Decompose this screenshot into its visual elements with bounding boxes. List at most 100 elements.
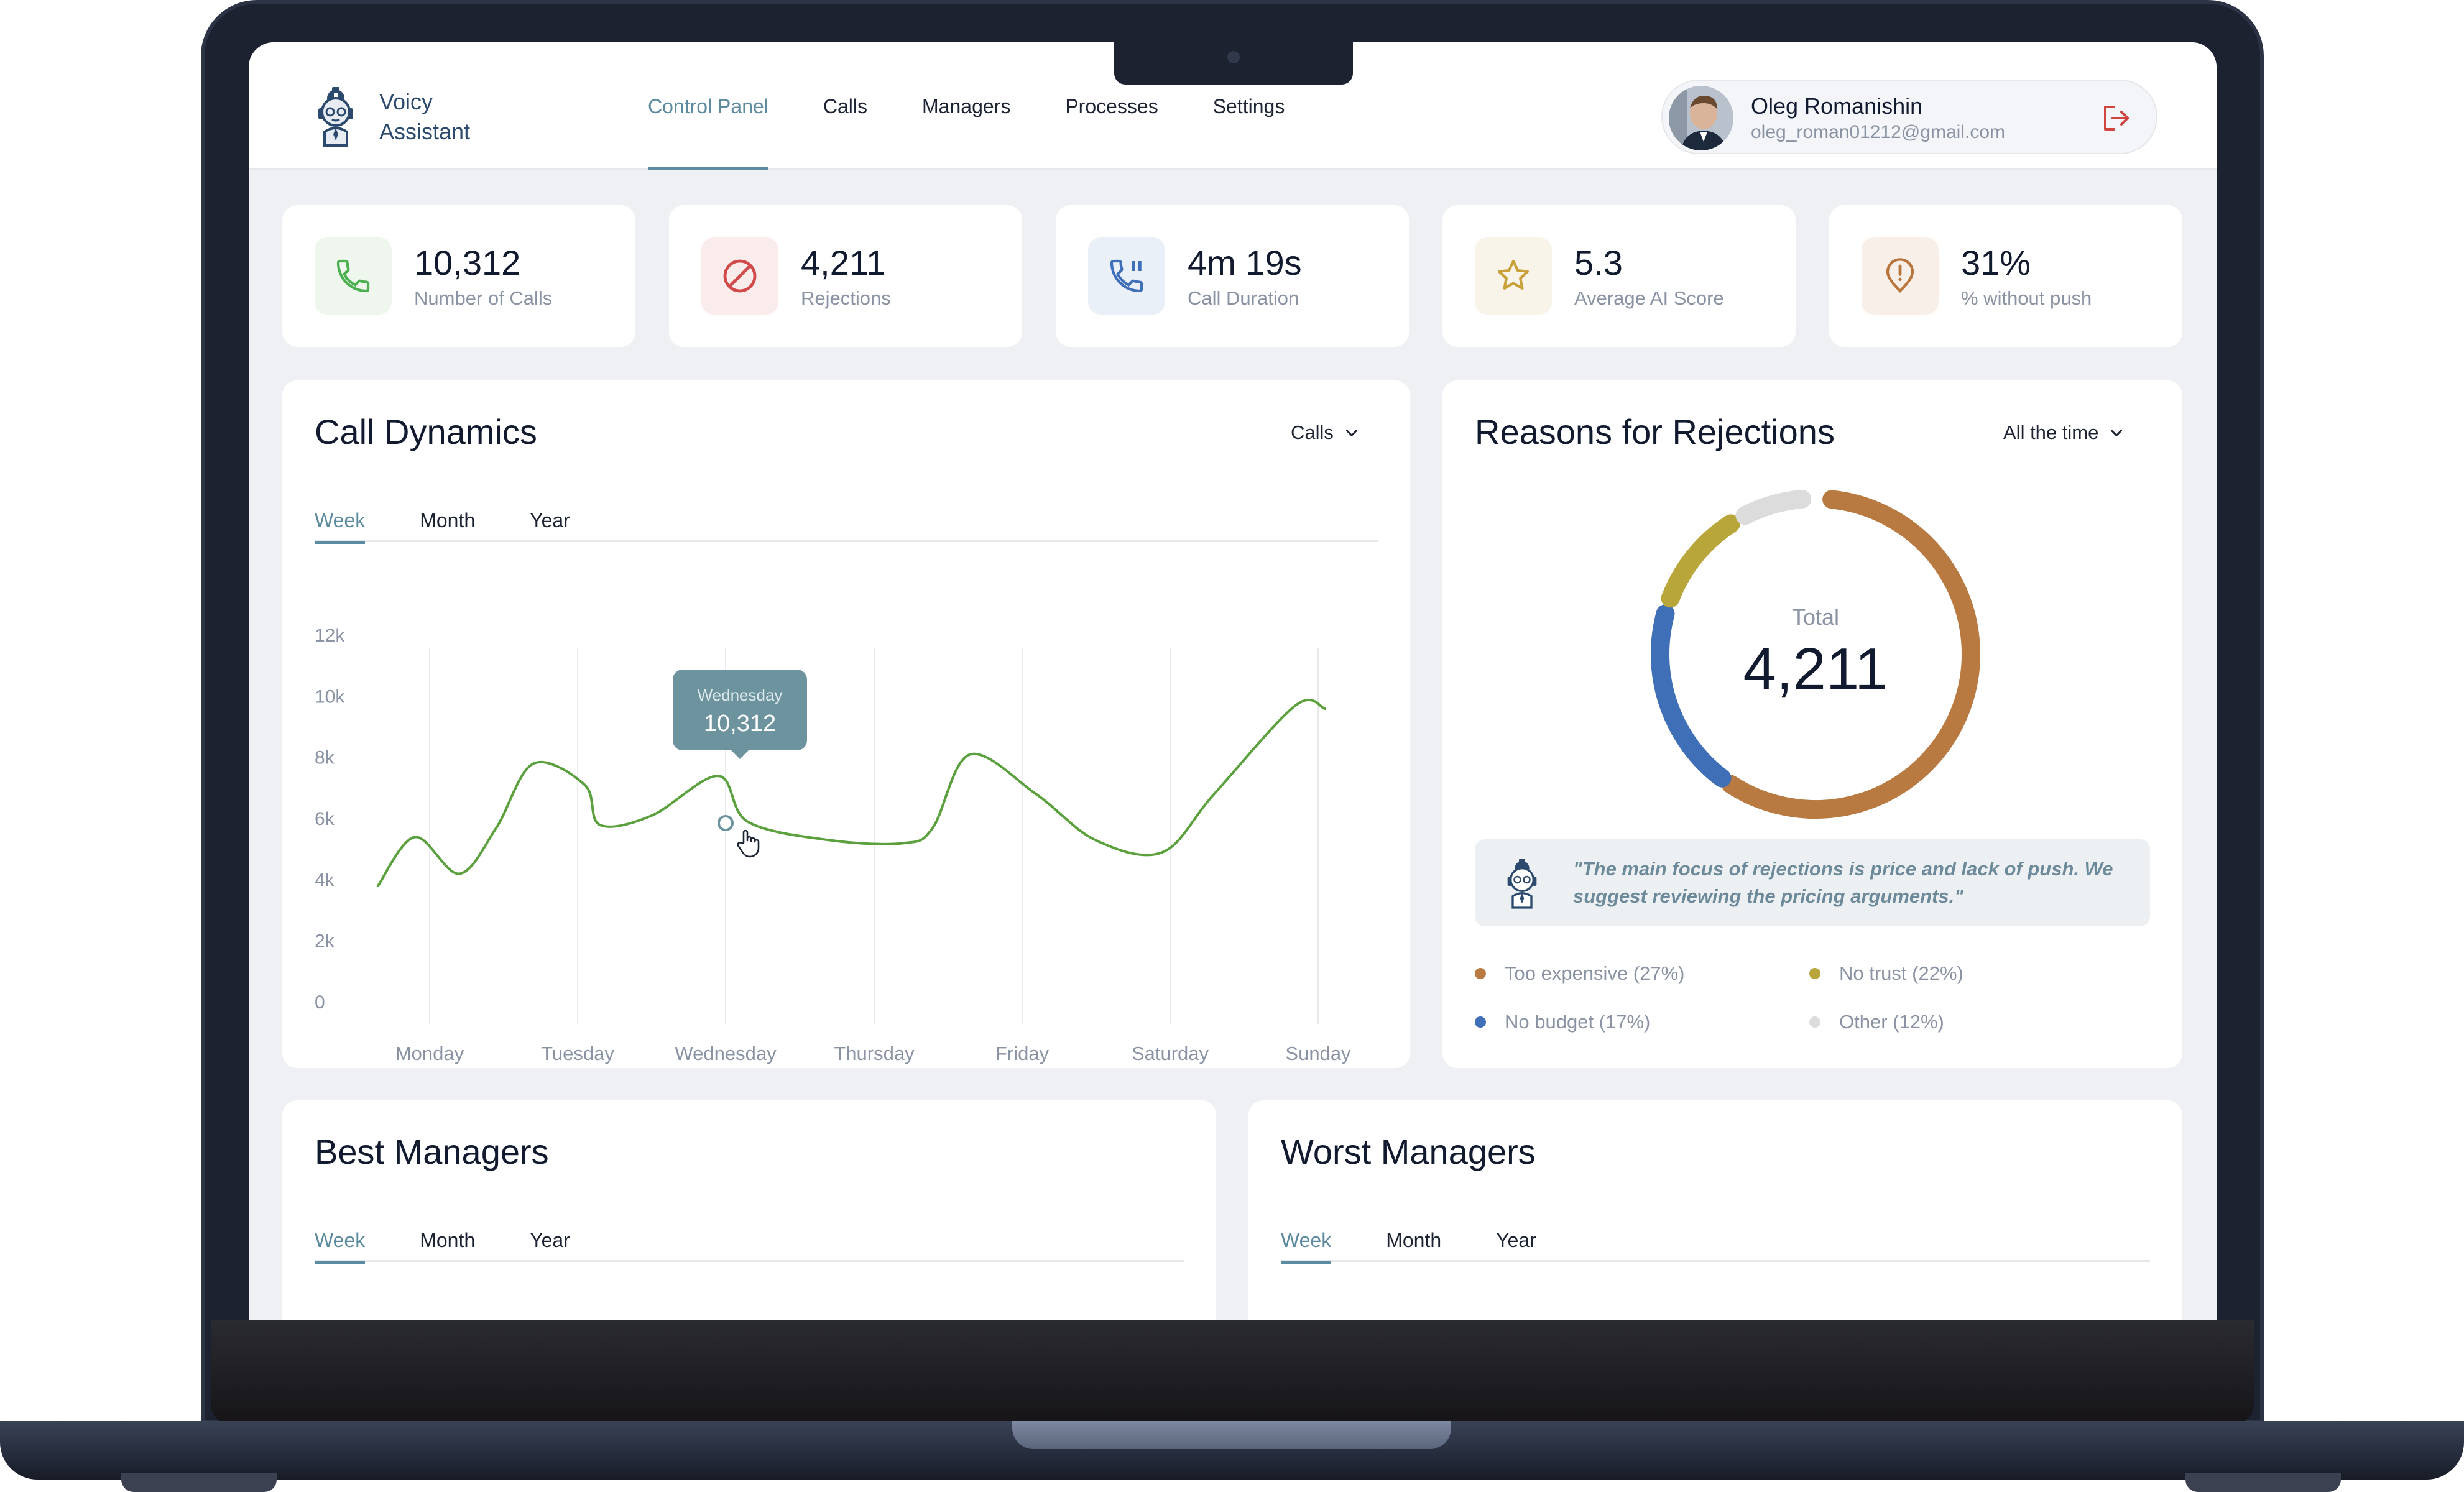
period-tabs: Week Month Year [315, 1218, 1184, 1264]
nav-calls[interactable]: Calls [823, 94, 868, 117]
donut-segment-other[interactable] [1735, 489, 1812, 525]
stat-value: 5.3 [1574, 243, 1623, 282]
x-tick-label: Saturday [1132, 1043, 1209, 1064]
main-nav: Control Panel Calls Managers Processes S… [648, 42, 1339, 170]
tab-week[interactable]: Week [315, 1218, 366, 1264]
phone-icon [315, 237, 392, 315]
chart-tooltip: Wednesday 10,312 [673, 670, 807, 759]
x-tick-label: Sunday [1285, 1043, 1351, 1064]
donut-segment-no-budget[interactable] [1651, 604, 1732, 788]
rejections-donut-chart[interactable] [1635, 474, 1996, 834]
x-tick-label: Monday [395, 1043, 464, 1064]
stat-label: % without push [1961, 287, 2092, 309]
dropdown-value: Calls [1291, 421, 1334, 443]
brand-line-2: Assistant [379, 119, 471, 144]
brand-line-1: Voicy [379, 89, 433, 114]
laptop-hinge-notch [1012, 1421, 1451, 1449]
screen: Voicy Assistant Control Panel Calls Mana… [249, 42, 2217, 1320]
nav-managers[interactable]: Managers [922, 94, 1011, 117]
user-card[interactable]: Oleg Romanishin oleg_roman01212@gmail.co… [1661, 80, 2157, 154]
stat-card-rejections[interactable]: 4,211 Rejections [669, 205, 1022, 347]
tab-week[interactable]: Week [1281, 1218, 1332, 1264]
x-tick-label: Wednesday [675, 1043, 777, 1064]
star-icon [1475, 237, 1552, 315]
worst-managers-panel: Worst Managers Week Month Year [1248, 1100, 2182, 1320]
legend-label: No trust (22%) [1839, 962, 1963, 984]
logout-icon[interactable] [2102, 104, 2131, 132]
y-tick-label: 10k [315, 686, 345, 707]
nav-control-panel[interactable]: Control Panel [648, 42, 768, 170]
tab-month[interactable]: Month [420, 509, 476, 532]
panel-title: Best Managers [315, 1132, 549, 1171]
legend-dot [1475, 1016, 1486, 1028]
legend-dot [1475, 968, 1486, 979]
tab-month[interactable]: Month [420, 1228, 476, 1251]
x-tick-label: Friday [995, 1043, 1050, 1064]
tab-year[interactable]: Year [1496, 1228, 1536, 1251]
stat-value: 10,312 [414, 243, 521, 282]
stat-value: 4,211 [801, 243, 885, 282]
highlight-point[interactable] [718, 815, 734, 831]
stat-label: Number of Calls [414, 287, 553, 309]
legend-no-trust: No trust (22%) [1809, 962, 1963, 985]
x-tick-label: Thursday [834, 1043, 915, 1064]
y-tick-label: 2k [315, 931, 335, 952]
y-tick-label: 0 [315, 992, 325, 1013]
series-line[interactable] [376, 698, 1326, 888]
x-tick-label: Tuesday [541, 1043, 614, 1064]
laptop-foot-right [2185, 1473, 2341, 1492]
stat-card-duration[interactable]: 4m 19s Call Duration [1056, 205, 1409, 347]
legend-label: No budget (17%) [1505, 1011, 1651, 1033]
tab-week[interactable]: Week [315, 499, 366, 544]
y-tick-label: 8k [315, 748, 335, 768]
legend-label: Too expensive (27%) [1505, 962, 1685, 984]
period-tabs: Week Month Year [315, 499, 1378, 544]
rejections-panel: Reasons for Rejections All the time Tota… [1442, 380, 2182, 1068]
brand-name: Voicy Assistant [379, 87, 470, 147]
legend-label: Other (12%) [1839, 1011, 1944, 1033]
alert-pin-icon [1862, 237, 1939, 315]
legend-no-budget: No budget (17%) [1475, 1011, 1650, 1033]
tooltip-day: Wednesday [697, 686, 783, 704]
panel-title: Reasons for Rejections [1475, 412, 1835, 451]
robot-logo-icon[interactable] [313, 85, 358, 147]
tab-year[interactable]: Year [530, 1228, 570, 1251]
tooltip-value: 10,312 [703, 711, 777, 737]
stat-value: 31% [1961, 243, 2031, 282]
user-email: oleg_roman01212@gmail.com [1751, 122, 2006, 142]
tab-year[interactable]: Year [530, 509, 570, 532]
nav-processes[interactable]: Processes [1065, 94, 1158, 117]
y-tick-label: 6k [315, 809, 335, 829]
camera-notch [1114, 42, 1353, 85]
period-tabs: Week Month Year [1281, 1218, 2150, 1264]
time-range-dropdown[interactable]: All the time [2003, 421, 2125, 444]
robot-assistant-icon [1507, 859, 1537, 909]
legend-too-expensive: Too expensive (27%) [1475, 962, 1685, 985]
call-dynamics-chart[interactable]: 0 2k 4k 6k 8k 10k 12k Monday Tuesday Wednesday Thu… [282, 380, 1410, 1068]
legend-dot [1809, 1016, 1820, 1028]
user-name: Oleg Romanishin [1751, 93, 1923, 119]
avatar[interactable] [1669, 86, 1733, 150]
nav-settings[interactable]: Settings [1212, 94, 1285, 117]
calls-dropdown[interactable]: Calls [1291, 421, 1360, 444]
donut-segment-no-trust[interactable] [1661, 514, 1740, 608]
laptop-chin [211, 1320, 2254, 1424]
insight-text: "The main focus of rejections is price a… [1573, 858, 2113, 907]
block-icon [701, 237, 778, 315]
hand-cursor-icon [737, 829, 760, 858]
stat-card-calls[interactable]: 10,312 Number of Calls [282, 205, 635, 347]
laptop-foot-left [121, 1473, 277, 1492]
stat-label: Call Duration [1188, 287, 1299, 309]
stat-card-without-push[interactable]: 31% % without push [1829, 205, 2182, 347]
panel-title: Worst Managers [1281, 1132, 1536, 1171]
donut-total-value: 4,211 [1743, 636, 1888, 702]
stat-value: 4m 19s [1188, 243, 1302, 282]
call-dynamics-panel: Call Dynamics Calls Week Month Year 0 2k 4… [282, 380, 1410, 1068]
phone-pause-icon [1088, 237, 1165, 315]
stat-label: Rejections [801, 287, 891, 309]
y-tick-label: 4k [315, 870, 335, 890]
tab-month[interactable]: Month [1386, 1228, 1442, 1251]
stat-card-ai-score[interactable]: 5.3 Average AI Score [1442, 205, 1796, 347]
donut-segment-too-expensive[interactable] [1721, 490, 1980, 819]
chevron-down-icon [1345, 430, 1357, 436]
